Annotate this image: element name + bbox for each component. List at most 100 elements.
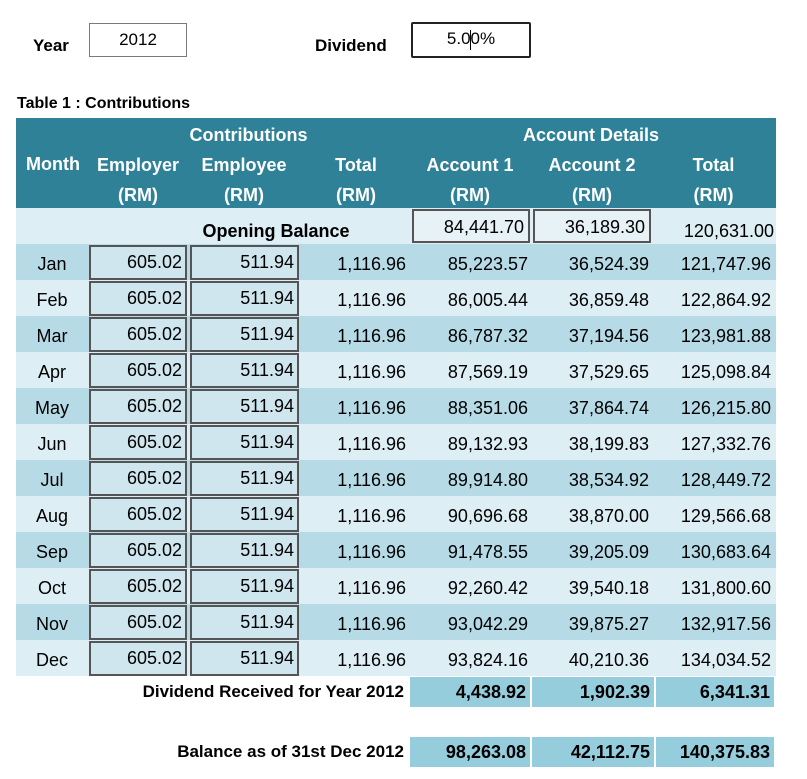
account2-cell: 40,210.36: [568, 650, 649, 670]
header-employer-unit: (RM): [118, 185, 158, 205]
employer-input[interactable]: 605.02: [89, 533, 187, 568]
table-row: Jul 605.02 511.94 1,116.96 89,914.80 38,534.9…: [16, 460, 776, 496]
opening-account1-input[interactable]: 84,441.70: [412, 209, 530, 243]
employer-input[interactable]: 605.02: [89, 425, 187, 460]
employee-input[interactable]: 511.94: [190, 389, 299, 424]
employer-input[interactable]: 605.02: [89, 245, 187, 280]
total-cell: 1,116.96: [337, 254, 406, 274]
balance-cell: 127,332.76: [680, 434, 771, 454]
account2-cell: 39,875.27: [568, 614, 649, 634]
total-cell: 1,116.96: [337, 290, 406, 310]
balance-cell: 130,683.64: [680, 542, 771, 562]
total-cell: 1,116.96: [337, 578, 406, 598]
account1-cell: 86,787.32: [447, 326, 528, 346]
month-cell: Jun: [37, 434, 67, 454]
header-employer: Employer: [96, 155, 180, 175]
account1-cell: 88,351.06: [447, 398, 528, 418]
balance-cell: 134,034.52: [680, 650, 771, 670]
balance-account1: 98,263.08: [410, 737, 530, 767]
dividend-received-label: Dividend Received for Year 2012: [142, 682, 404, 701]
dividend-label: Dividend: [315, 36, 387, 55]
account1-cell: 85,223.57: [447, 254, 528, 274]
opening-balance-row: Opening Balance 84,441.70 36,189.30 120,…: [16, 208, 776, 244]
balance-cell: 129,566.68: [680, 506, 771, 526]
header-total2: Total: [692, 155, 735, 175]
account2-cell: 38,199.83: [568, 434, 649, 454]
employee-input[interactable]: 511.94: [190, 533, 299, 568]
month-cell: Feb: [36, 290, 68, 310]
employee-input[interactable]: 511.94: [190, 353, 299, 388]
opening-account2-input[interactable]: 36,189.30: [533, 209, 651, 243]
account2-cell: 37,194.56: [568, 326, 649, 346]
table-row: Sep 605.02 511.94 1,116.96 91,478.55 39,205.0…: [16, 532, 776, 568]
total-cell: 1,116.96: [337, 362, 406, 382]
table-title: Table 1 : Contributions: [17, 95, 191, 112]
account2-cell: 38,534.92: [568, 470, 649, 490]
total-cell: 1,116.96: [337, 398, 406, 418]
account2-cell: 39,540.18: [568, 578, 649, 598]
table-row: Jan 605.02 511.94 1,116.96 85,223.57 36,524.3…: [16, 244, 776, 280]
employee-input[interactable]: 511.94: [190, 641, 299, 676]
employer-input[interactable]: 605.02: [89, 353, 187, 388]
employee-input[interactable]: 511.94: [190, 569, 299, 604]
employer-input[interactable]: 605.02: [89, 605, 187, 640]
balance-cell: 121,747.96: [680, 254, 771, 274]
header-total: Total: [335, 155, 377, 175]
table-row: Jun 605.02 511.94 1,116.96 89,132.93 38,199.8…: [16, 424, 776, 460]
employee-input[interactable]: 511.94: [190, 461, 299, 496]
header-account1-unit: (RM): [450, 185, 490, 205]
balance-cell: 128,449.72: [680, 470, 771, 490]
account1-cell: 93,824.16: [447, 650, 528, 670]
balance-cell: 126,215.80: [680, 398, 771, 418]
header-account1: Account 1: [426, 155, 514, 175]
employer-input[interactable]: 605.02: [89, 389, 187, 424]
balance-total: 140,375.83: [656, 737, 774, 767]
header-total2-unit: (RM): [693, 185, 734, 205]
year-input[interactable]: 2012: [89, 23, 187, 57]
account1-cell: 90,696.68: [447, 506, 528, 526]
dividend-input[interactable]: 5.00%: [411, 22, 531, 58]
employee-input[interactable]: 511.94: [190, 317, 299, 352]
employer-input[interactable]: 605.02: [89, 281, 187, 316]
account2-cell: 39,205.09: [568, 542, 649, 562]
table-row: Feb 605.02 511.94 1,116.96 86,005.44 36,859.4…: [16, 280, 776, 316]
account2-cell: 37,864.74: [568, 398, 649, 418]
balance-cell: 131,800.60: [680, 578, 771, 598]
header-employee-unit: (RM): [224, 185, 264, 205]
opening-balance-label: Opening Balance: [202, 221, 350, 241]
total-cell: 1,116.96: [337, 650, 406, 670]
header-month: Month: [26, 154, 80, 174]
employer-input[interactable]: 605.02: [89, 641, 187, 676]
total-cell: 1,116.96: [337, 614, 406, 634]
employee-input[interactable]: 511.94: [190, 281, 299, 316]
month-cell: Jul: [40, 470, 64, 490]
header-total-unit: (RM): [336, 185, 376, 205]
employee-input[interactable]: 511.94: [190, 245, 299, 280]
balance-cell: 123,981.88: [680, 326, 771, 346]
employer-input[interactable]: 605.02: [89, 569, 187, 604]
header-contributions: Contributions: [189, 125, 308, 145]
dividend-received-account1: 4,438.92: [410, 677, 530, 707]
month-cell: Aug: [35, 506, 69, 526]
table-row: May 605.02 511.94 1,116.96 88,351.06 37,864.7…: [16, 388, 776, 424]
month-cell: Apr: [37, 362, 66, 382]
account1-cell: 87,569.19: [447, 362, 528, 382]
total-cell: 1,116.96: [337, 506, 406, 526]
table-row: Oct 605.02 511.94 1,116.96 92,260.42 39,540.1…: [16, 568, 776, 604]
balance-cell: 122,864.92: [680, 290, 771, 310]
employee-input[interactable]: 511.94: [190, 497, 299, 532]
employee-input[interactable]: 511.94: [190, 425, 299, 460]
balance-account2: 42,112.75: [532, 737, 654, 767]
text-cursor: [470, 30, 471, 50]
employer-input[interactable]: 605.02: [89, 461, 187, 496]
balance-row: Balance as of 31st Dec 2012 98,263.08 42…: [16, 737, 776, 767]
employer-input[interactable]: 605.02: [89, 317, 187, 352]
balance-cell: 132,917.56: [680, 614, 771, 634]
month-cell: Jan: [37, 254, 67, 274]
balance-label: Balance as of 31st Dec 2012: [177, 742, 404, 761]
employer-input[interactable]: 605.02: [89, 497, 187, 532]
total-cell: 1,116.96: [337, 326, 406, 346]
account1-cell: 93,042.29: [447, 614, 528, 634]
account1-cell: 91,478.55: [447, 542, 528, 562]
employee-input[interactable]: 511.94: [190, 605, 299, 640]
